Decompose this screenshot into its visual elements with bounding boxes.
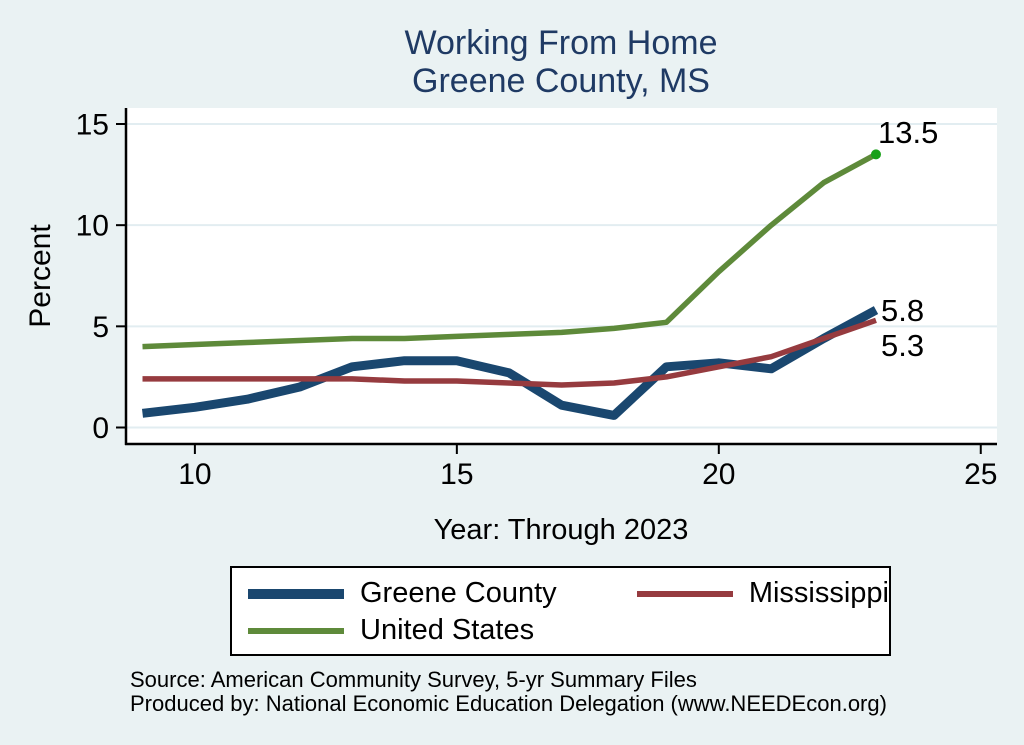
x-tick-label-15: 15 xyxy=(440,458,473,491)
y-tick-label-15: 15 xyxy=(76,109,109,142)
source-note: Source: American Community Survey, 5-yr … xyxy=(130,668,887,716)
legend-row-2: United States xyxy=(248,612,889,649)
source-line2: Produced by: National Economic Education… xyxy=(130,691,887,716)
line-greene-county xyxy=(141,306,879,420)
plot-svg: 0 5 10 15 10 15 20 25 xyxy=(76,108,997,491)
end-value-united-states: 13.5 xyxy=(878,115,939,150)
united-states-line-swatch xyxy=(248,627,344,634)
y-tick-label-5: 5 xyxy=(92,311,109,344)
chart-title-line1: Working From Home xyxy=(404,24,718,62)
plot-area: 0 5 10 15 10 15 20 25 xyxy=(76,108,997,491)
legend-item-greene-county: Greene County xyxy=(248,577,637,610)
line-mississippi xyxy=(142,317,877,388)
legend-row-1: Greene County Mississippi xyxy=(248,575,889,612)
axis-ticks: 0 5 10 15 10 15 20 25 xyxy=(76,109,998,492)
data-lines xyxy=(141,149,881,420)
end-value-mississippi: 5.3 xyxy=(881,328,925,363)
y-axis-title: Percent xyxy=(24,224,57,328)
y-tick-label-10: 10 xyxy=(76,210,109,243)
x-tick-label-10: 10 xyxy=(178,458,211,491)
end-value-greene-county: 5.8 xyxy=(881,293,925,328)
y-tick-label-0: 0 xyxy=(92,412,109,445)
legend-item-mississippi: Mississippi xyxy=(636,577,889,610)
end-marker-united-states xyxy=(870,149,881,160)
chart-title-line2: Greene County, MS xyxy=(412,62,710,100)
source-line1: Source: American Community Survey, 5-yr … xyxy=(130,667,697,692)
legend-box: Greene County Mississippi United States xyxy=(230,566,891,656)
legend-label-mississippi: Mississippi xyxy=(748,577,889,609)
x-tick-label-25: 25 xyxy=(964,458,997,491)
legend-label-united-states: United States xyxy=(360,614,535,646)
legend-label-greene-county: Greene County xyxy=(360,577,557,609)
legend-item-united-states: United States xyxy=(248,614,652,647)
gridlines xyxy=(127,123,997,429)
chart-title: Working From Home Greene County, MS xyxy=(125,24,997,100)
x-tick-label-20: 20 xyxy=(702,458,735,491)
mississippi-line-swatch xyxy=(636,590,733,597)
line-united-states xyxy=(142,151,878,350)
x-axis-title: Year: Through 2023 xyxy=(433,514,689,546)
greene-county-line-swatch xyxy=(248,588,344,599)
